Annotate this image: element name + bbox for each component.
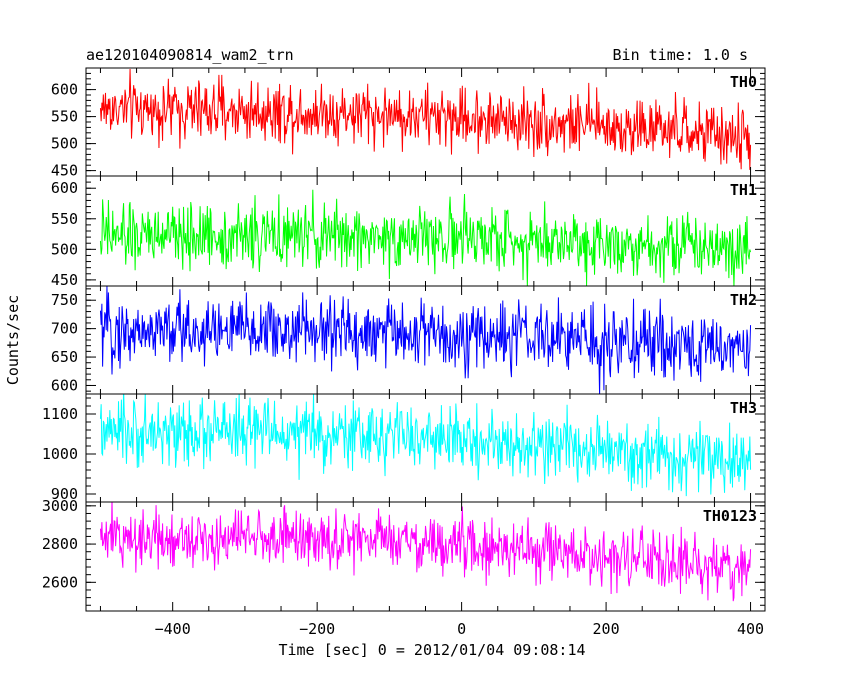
y-tick-label: 650 (51, 348, 78, 366)
y-tick-label: 450 (51, 162, 78, 180)
x-tick-label: −200 (299, 620, 335, 638)
y-tick-label: 450 (51, 271, 78, 289)
panel-label-th1: TH1 (730, 181, 757, 199)
y-tick-label: 500 (51, 240, 78, 258)
panel-th0: 450 500 550 600 TH0 (51, 67, 766, 180)
series-line-th0123 (99, 502, 752, 602)
panel-label-th3: TH3 (730, 399, 757, 417)
x-tick-label: 0 (457, 620, 466, 638)
panels-group: 450 500 550 600 TH0 450 500 550 600 TH1 600 650 700 7… (42, 67, 766, 612)
x-tick-label: 200 (593, 620, 620, 638)
y-tick-label: 2800 (42, 535, 78, 553)
series-line-th2 (99, 286, 752, 394)
y-tick-label: 500 (51, 135, 78, 153)
y-tick-label: 600 (51, 81, 78, 99)
y-tick-label: 1000 (42, 445, 78, 463)
x-tick-label: 400 (737, 620, 764, 638)
y-tick-label: 700 (51, 320, 78, 338)
panel-label-th2: TH2 (730, 291, 757, 309)
panel-th1: 450 500 550 600 TH1 (51, 175, 766, 289)
x-axis: −400 −200 0 200 400 (155, 620, 764, 638)
y-tick-label: 600 (51, 179, 78, 197)
y-tick-label: 1100 (42, 405, 78, 423)
y-axis-label: Counts/sec (4, 295, 22, 385)
series-line-th1 (99, 189, 752, 286)
y-tick-label: 900 (51, 485, 78, 503)
y-tick-label: 750 (51, 291, 78, 309)
panel-th0123: 2600 2800 3000 TH0123 (42, 497, 766, 612)
panel-th2: 600 650 700 750 TH2 (51, 285, 766, 395)
bin-time-label: Bin time: 1.0 s (613, 46, 748, 64)
panel-label-th0: TH0 (730, 73, 757, 91)
series-line-th3 (99, 394, 752, 497)
panel-frame (85, 501, 766, 612)
panel-th3: 900 1000 1100 TH3 (42, 393, 766, 503)
y-tick-label: 550 (51, 108, 78, 126)
y-tick-label: 3000 (42, 497, 78, 515)
y-tick-label: 600 (51, 376, 78, 394)
panel-label-th0123: TH0123 (703, 507, 757, 525)
y-tick-label: 2600 (42, 573, 78, 591)
x-axis-label: Time [sec] 0 = 2012/01/04 09:08:14 (278, 641, 585, 659)
series-line-th0 (99, 69, 752, 170)
plot-title: ae120104090814_wam2_trn (86, 46, 294, 64)
panel-frame (85, 67, 766, 177)
x-tick-label: −400 (155, 620, 191, 638)
y-tick-label: 550 (51, 210, 78, 228)
